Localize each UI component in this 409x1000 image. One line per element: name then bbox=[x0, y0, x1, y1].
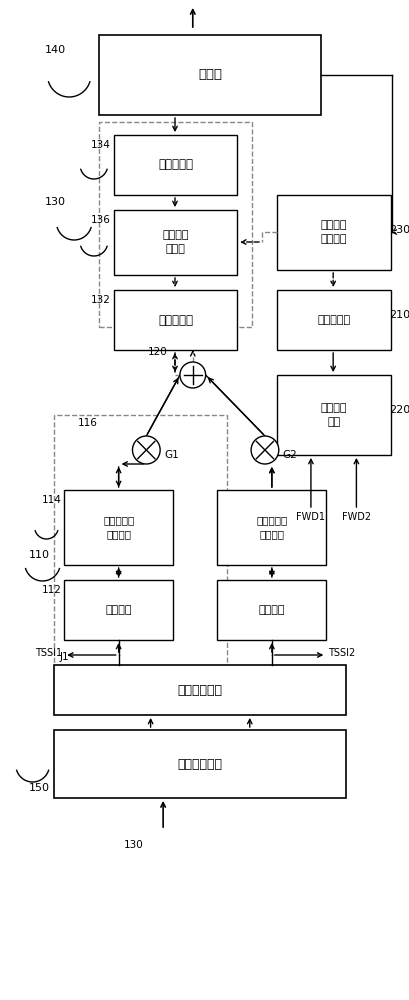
Bar bbox=[218, 490, 326, 565]
Text: 150: 150 bbox=[29, 783, 49, 793]
Text: 功率放大器: 功率放大器 bbox=[158, 158, 193, 172]
Text: 120: 120 bbox=[148, 347, 168, 357]
Bar bbox=[114, 135, 237, 195]
Text: 反馈增益
调节装置: 反馈增益 调节装置 bbox=[320, 221, 347, 244]
Text: 114: 114 bbox=[41, 495, 61, 505]
Text: 可增益调
节装置: 可增益调 节装置 bbox=[162, 231, 189, 254]
Text: TSSI2: TSSI2 bbox=[328, 648, 355, 658]
Text: 132: 132 bbox=[91, 295, 111, 305]
Text: 110: 110 bbox=[29, 550, 49, 560]
Text: 210: 210 bbox=[389, 310, 409, 320]
Text: 134: 134 bbox=[91, 140, 111, 150]
Text: 数字预失真
处理单元: 数字预失真 处理单元 bbox=[256, 516, 288, 540]
Text: 帧口收发单元: 帧口收发单元 bbox=[178, 758, 222, 770]
Text: 116: 116 bbox=[78, 418, 98, 428]
Bar bbox=[54, 730, 346, 798]
Text: FWD1: FWD1 bbox=[297, 512, 326, 522]
Bar bbox=[114, 290, 237, 350]
Text: 112: 112 bbox=[41, 585, 61, 595]
Text: 数字预失真
处理单元: 数字预失真 处理单元 bbox=[103, 516, 134, 540]
Text: 变频滤波
模块: 变频滤波 模块 bbox=[320, 403, 347, 427]
Text: FWD2: FWD2 bbox=[342, 512, 371, 522]
Bar bbox=[54, 665, 346, 715]
Text: J1: J1 bbox=[59, 652, 69, 662]
Bar bbox=[99, 35, 321, 115]
Bar bbox=[277, 290, 391, 350]
Circle shape bbox=[180, 362, 206, 388]
Bar bbox=[277, 375, 391, 455]
Text: G2: G2 bbox=[283, 450, 297, 460]
Circle shape bbox=[133, 436, 160, 464]
Text: 230: 230 bbox=[389, 225, 409, 235]
Text: 130: 130 bbox=[124, 840, 143, 850]
Circle shape bbox=[251, 436, 279, 464]
Bar bbox=[64, 490, 173, 565]
Text: 136: 136 bbox=[91, 215, 111, 225]
Text: 140: 140 bbox=[45, 45, 65, 55]
Text: G1: G1 bbox=[164, 450, 179, 460]
Bar bbox=[54, 415, 227, 710]
Text: TSSI1: TSSI1 bbox=[35, 648, 62, 658]
Bar bbox=[99, 122, 252, 327]
Bar bbox=[277, 195, 391, 270]
Bar bbox=[114, 210, 237, 275]
Text: 数据传输接口: 数据传输接口 bbox=[178, 684, 222, 696]
Text: 数模转换器: 数模转换器 bbox=[158, 314, 193, 326]
Bar bbox=[218, 580, 326, 640]
Text: 削峰单元: 削峰单元 bbox=[106, 605, 132, 615]
Text: 模数转换器: 模数转换器 bbox=[317, 315, 350, 325]
Text: 耦合器: 耦合器 bbox=[198, 68, 222, 82]
Text: 220: 220 bbox=[389, 405, 409, 415]
Text: 130: 130 bbox=[45, 197, 65, 207]
Text: 削峰单元: 削峰单元 bbox=[258, 605, 285, 615]
Bar bbox=[64, 580, 173, 640]
